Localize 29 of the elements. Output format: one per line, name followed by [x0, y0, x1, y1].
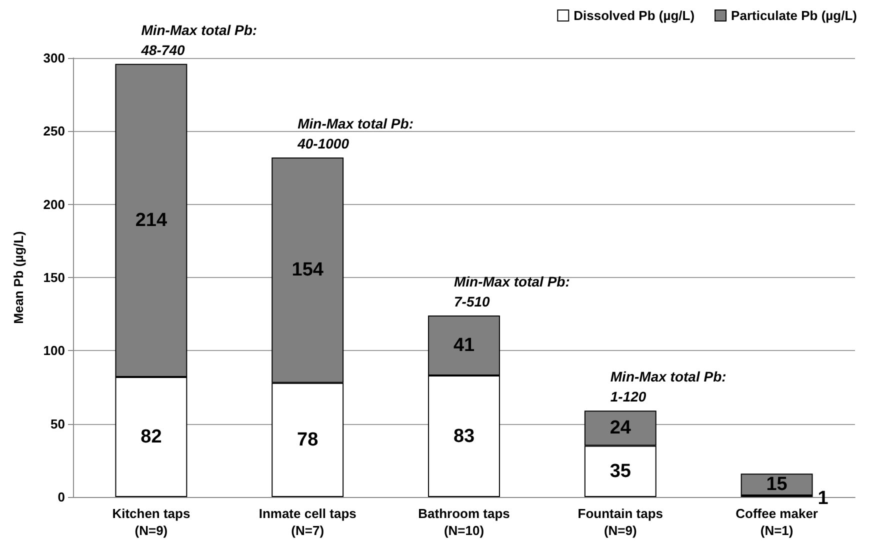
data-label: 214	[135, 210, 168, 231]
data-label: 78	[297, 429, 318, 450]
annotation: Min-Max total Pb: 7-510	[454, 274, 570, 310]
data-label: 82	[140, 426, 162, 448]
y-axis-title: Mean Pb (µg/L)	[11, 231, 26, 324]
x-tick-label: Fountain taps (N=9)	[578, 506, 664, 538]
y-tick-label: 50	[50, 416, 65, 432]
data-label: 41	[453, 335, 475, 356]
x-tick-label: Kitchen taps (N=9)	[112, 506, 190, 538]
data-label: 83	[453, 426, 475, 447]
data-label: 24	[610, 418, 632, 439]
data-label: 15	[766, 474, 788, 496]
y-tick-label: 300	[43, 50, 65, 66]
y-tick-label: 250	[43, 124, 65, 139]
legend-label: Dissolved Pb (µg/L)	[574, 8, 695, 23]
y-tick-label: 200	[43, 196, 65, 212]
annotation: Min-Max total Pb: 40-1000	[296, 116, 414, 152]
y-tick-label: 100	[43, 343, 65, 358]
data-label: 1	[818, 488, 829, 509]
x-tick-label: Coffee maker (N=1)	[736, 506, 818, 538]
annotation: Min-Max total Pb: 1-120	[610, 368, 726, 405]
data-label: 154	[292, 260, 324, 281]
x-tick-label: Inmate cell taps (N=7)	[258, 506, 356, 538]
y-tick-label: 0	[58, 490, 65, 504]
y-tick-label: 150	[43, 270, 65, 285]
x-tick-label: Bathroom taps (N=10)	[418, 506, 510, 538]
text: Min-Max total Pb: 48-740	[140, 22, 258, 58]
legend-label: Particulate Pb (µg/L)	[731, 8, 858, 23]
data-label: 35	[610, 460, 632, 482]
